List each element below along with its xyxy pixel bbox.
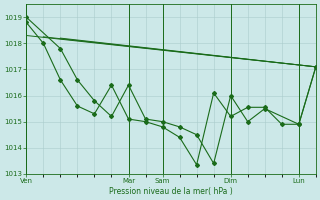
X-axis label: Pression niveau de la mer( hPa ): Pression niveau de la mer( hPa ): [109, 187, 233, 196]
